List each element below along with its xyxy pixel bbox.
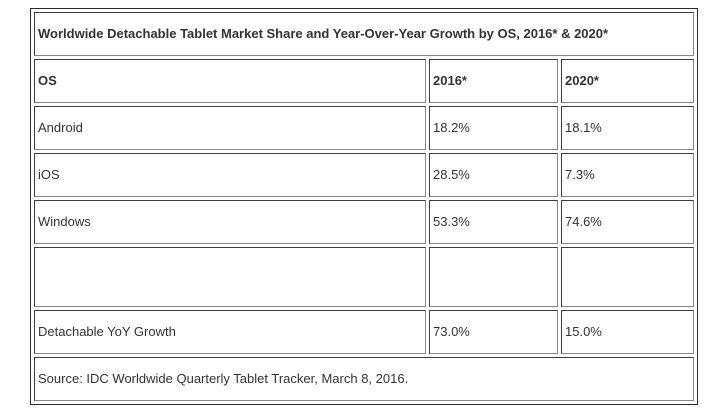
table-row-empty (34, 247, 695, 307)
table-source: Source: IDC Worldwide Quarterly Tablet T… (34, 357, 695, 401)
market-share-table: Worldwide Detachable Tablet Market Share… (30, 8, 699, 405)
value-2016: 73.0% (429, 310, 558, 354)
os-label: Android (34, 106, 426, 150)
value-2016: 53.3% (429, 200, 558, 244)
value-2016: 28.5% (429, 153, 558, 197)
column-header-os: OS (34, 59, 426, 103)
table-title: Worldwide Detachable Tablet Market Share… (34, 12, 695, 56)
source-row: Source: IDC Worldwide Quarterly Tablet T… (34, 357, 695, 401)
os-label (34, 247, 426, 307)
os-label: Detachable YoY Growth (34, 310, 426, 354)
column-header-2016: 2016* (429, 59, 558, 103)
header-row: OS 2016* 2020* (34, 59, 695, 103)
table-row-ios: iOS 28.5% 7.3% (34, 153, 695, 197)
table-row-detachable-yoy-growth: Detachable YoY Growth 73.0% 15.0% (34, 310, 695, 354)
value-2020 (561, 247, 695, 307)
value-2016 (429, 247, 558, 307)
table-row-windows: Windows 53.3% 74.6% (34, 200, 695, 244)
value-2020: 74.6% (561, 200, 695, 244)
value-2020: 15.0% (561, 310, 695, 354)
title-row: Worldwide Detachable Tablet Market Share… (34, 12, 695, 56)
table-row-android: Android 18.2% 18.1% (34, 106, 695, 150)
value-2016: 18.2% (429, 106, 558, 150)
os-label: iOS (34, 153, 426, 197)
column-header-2020: 2020* (561, 59, 695, 103)
value-2020: 18.1% (561, 106, 695, 150)
os-label: Windows (34, 200, 426, 244)
value-2020: 7.3% (561, 153, 695, 197)
